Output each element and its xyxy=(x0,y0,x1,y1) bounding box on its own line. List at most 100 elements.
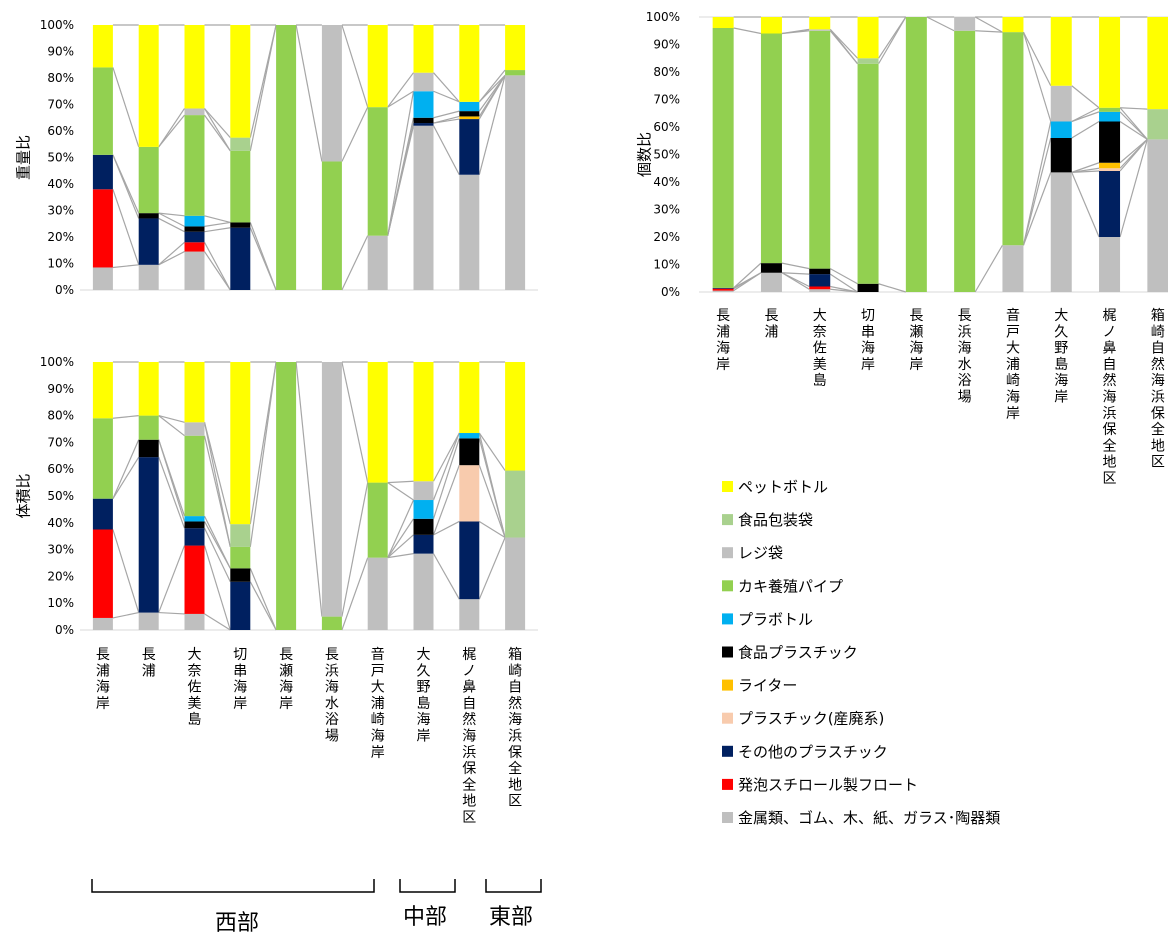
connector-line xyxy=(203,242,231,291)
bar-segment xyxy=(1147,17,1168,110)
y-tick-label: 20% xyxy=(47,230,74,244)
connector-line xyxy=(204,613,231,631)
legend: ペットボトル食品包装袋レジ袋カキ養殖パイププラボトル食品プラスチックライタープラ… xyxy=(722,478,1000,827)
series-lighter xyxy=(1099,162,1121,169)
legend-swatch xyxy=(722,812,733,823)
connector-line xyxy=(478,537,506,600)
series-plastic_bottle xyxy=(1050,111,1121,138)
bar-segment xyxy=(1099,168,1121,171)
bar-segment xyxy=(184,115,205,216)
connector-line xyxy=(249,568,277,631)
bar-segment xyxy=(184,545,205,614)
bar-segment xyxy=(367,362,388,483)
legend-item-styrofoam_float: 発泡スチロール製フロート xyxy=(722,776,918,794)
bar-segment xyxy=(459,521,480,600)
bar-segment xyxy=(321,25,342,162)
bar-segment xyxy=(1050,172,1072,292)
bar-segment xyxy=(459,111,480,117)
legend-item-plastic_bag: レジ袋 xyxy=(722,544,783,562)
bar-segment xyxy=(809,29,831,31)
y-tick-label: 30% xyxy=(47,543,74,557)
bar-segment xyxy=(230,362,251,525)
series-plastic_bottle xyxy=(184,91,480,227)
bar-segment xyxy=(92,154,113,190)
y-tick-label: 90% xyxy=(47,382,74,396)
y-tick-label: 40% xyxy=(47,177,74,191)
y-tick-label: 60% xyxy=(47,462,74,476)
bar-segment xyxy=(276,25,297,290)
connector-line xyxy=(1071,172,1100,238)
bar-segment xyxy=(413,117,434,124)
connector-line xyxy=(829,29,859,65)
connector-line xyxy=(1119,107,1148,140)
bar-segment xyxy=(92,25,113,68)
connector-line xyxy=(387,72,414,108)
bar-segment xyxy=(413,362,434,482)
bar-segment xyxy=(459,465,480,522)
bar-segment xyxy=(1002,32,1024,246)
bar-segment xyxy=(184,435,205,517)
bar-segment xyxy=(505,70,526,76)
connector-line xyxy=(204,227,231,233)
connector-line xyxy=(432,553,460,600)
bar-segment xyxy=(230,546,251,569)
bar-segment xyxy=(367,25,388,108)
bar-segment xyxy=(905,17,927,292)
series-other_plastic xyxy=(92,457,480,630)
bar-segment xyxy=(230,222,251,228)
bar-segment xyxy=(505,537,526,630)
bar-segment xyxy=(184,362,205,423)
connector-line xyxy=(112,439,140,499)
connector-line xyxy=(781,272,810,275)
bar-segment xyxy=(367,482,388,558)
series-food_packaging_bag xyxy=(230,470,526,547)
connector-line xyxy=(203,422,231,525)
series-pet_bottle xyxy=(712,17,1168,110)
bar-segment xyxy=(230,524,251,547)
connector-line xyxy=(1071,120,1100,139)
y-tick-label: 50% xyxy=(47,151,74,165)
bar-segment xyxy=(184,226,205,232)
connector-line xyxy=(112,264,139,269)
connector-line xyxy=(203,422,231,548)
series-plastic_bottle xyxy=(184,433,480,522)
connector-line xyxy=(112,456,140,499)
bar-segment xyxy=(712,17,734,28)
connector-line xyxy=(733,262,762,289)
legend-item-oyster_pipe: カキ養殖パイプ xyxy=(722,577,843,595)
category-label: 切串海岸 xyxy=(233,647,247,712)
bar-segment xyxy=(809,30,831,269)
bar-segment xyxy=(857,283,879,292)
category-label: 大久野島海岸 xyxy=(417,647,431,745)
legend-label: 金属類、ゴム、木、紙、ガラス･陶器類 xyxy=(738,809,1000,827)
bar-segment xyxy=(760,263,782,273)
y-axis-label: 重量比 xyxy=(15,135,33,180)
connector-line xyxy=(387,499,415,558)
category-label: 長浦 xyxy=(764,308,778,340)
connector-line xyxy=(432,464,460,536)
connector-line xyxy=(295,361,323,617)
legend-swatch xyxy=(722,514,733,526)
bar-segment xyxy=(459,362,480,434)
connector-line xyxy=(387,117,415,236)
bar-segment xyxy=(413,72,434,92)
legend-label: その他のプラスチック xyxy=(738,743,888,761)
series-food_plastic xyxy=(138,438,480,582)
connector-line xyxy=(204,108,231,139)
y-tick-label: 60% xyxy=(653,120,680,134)
connector-line xyxy=(158,545,186,613)
connector-line xyxy=(1022,31,1052,122)
category-label: 長浦海岸 xyxy=(96,647,110,712)
series-styrofoam_float xyxy=(92,529,205,618)
y-tick-label: 20% xyxy=(653,230,680,244)
bar-segment xyxy=(1002,17,1024,33)
connector-line xyxy=(204,221,231,227)
series-metals_etc xyxy=(92,537,526,630)
bar-segment xyxy=(184,25,205,109)
bar-segment xyxy=(138,213,159,219)
bar-segment xyxy=(92,362,113,419)
y-tick-label: 100% xyxy=(40,355,74,369)
connector-line xyxy=(158,241,185,266)
connector-line xyxy=(1119,120,1148,140)
series-other_plastic xyxy=(92,119,480,290)
